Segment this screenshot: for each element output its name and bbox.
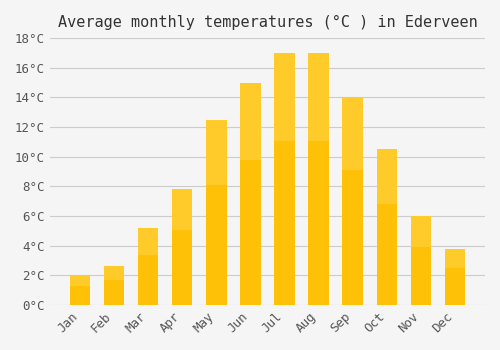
Bar	[104, 266, 124, 280]
Bar	[104, 266, 124, 305]
Bar	[70, 275, 90, 286]
Bar	[308, 53, 329, 305]
Bar	[206, 120, 227, 184]
Bar	[376, 149, 397, 204]
Bar	[410, 216, 431, 247]
Bar	[138, 228, 158, 255]
Bar	[274, 53, 294, 305]
Bar	[342, 97, 363, 305]
Bar	[70, 275, 90, 305]
Bar	[172, 189, 193, 305]
Bar	[172, 189, 193, 230]
Bar	[206, 120, 227, 305]
Bar	[240, 83, 260, 160]
Bar	[445, 249, 465, 305]
Bar	[274, 53, 294, 141]
Bar	[138, 228, 158, 305]
Bar	[376, 149, 397, 305]
Bar	[410, 216, 431, 305]
Bar	[240, 83, 260, 305]
Bar	[308, 53, 329, 141]
Bar	[342, 97, 363, 170]
Bar	[445, 249, 465, 268]
Title: Average monthly temperatures (°C ) in Ederveen: Average monthly temperatures (°C ) in Ed…	[58, 15, 478, 30]
